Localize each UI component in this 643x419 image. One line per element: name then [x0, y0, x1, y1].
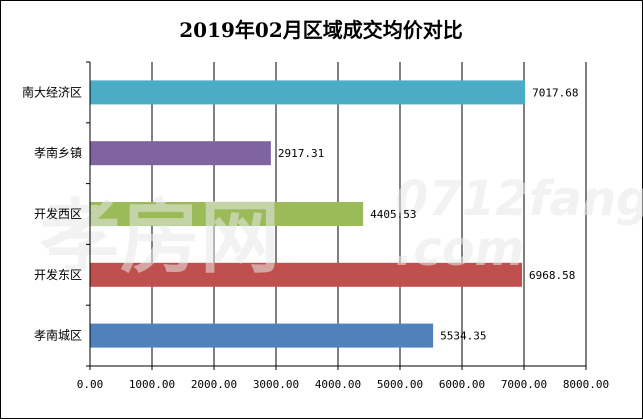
x-tick-label: 0.00 — [77, 378, 104, 391]
data-label: 2917.31 — [278, 147, 324, 160]
category-label: 孝南乡镇 — [34, 145, 82, 160]
x-tick-label: 7000.00 — [501, 378, 547, 391]
watermark-text-com: .com — [395, 221, 525, 277]
chart-title: 2019年02月区域成交均价对比 — [179, 18, 463, 42]
x-tick-label: 5000.00 — [377, 378, 423, 391]
bar — [90, 323, 434, 348]
category-label: 南大经济区 — [22, 84, 82, 99]
labels: 0.00 1000.00 2000.00 3000.00 4000.00 5000.00 6… — [22, 84, 609, 391]
bars — [90, 80, 526, 348]
category-label: 开发西区 — [34, 206, 82, 221]
x-tick-label: 2000.00 — [191, 378, 237, 391]
watermark: 孝房网 0712fang .com — [40, 171, 643, 284]
axes — [86, 61, 587, 370]
category-label: 孝南城区 — [34, 328, 82, 343]
bar — [90, 262, 523, 287]
category-label: 开发东区 — [34, 267, 82, 282]
x-tick-label: 8000.00 — [563, 378, 609, 391]
data-label: 5534.35 — [440, 330, 486, 343]
watermark-text-en: 0712fang — [395, 171, 643, 227]
data-label: 4405.53 — [370, 208, 416, 221]
x-tick-label: 6000.00 — [439, 378, 485, 391]
bar — [90, 80, 526, 105]
x-tick-label: 1000.00 — [129, 378, 175, 391]
watermark-text-cn: 孝房网 — [40, 191, 280, 284]
x-tick-label: 3000.00 — [253, 378, 299, 391]
x-tick-label: 4000.00 — [315, 378, 361, 391]
data-label: 7017.68 — [532, 86, 578, 99]
gridlines — [151, 62, 587, 366]
data-label: 6968.58 — [529, 269, 575, 282]
bar — [90, 141, 271, 166]
bar — [90, 202, 364, 226]
